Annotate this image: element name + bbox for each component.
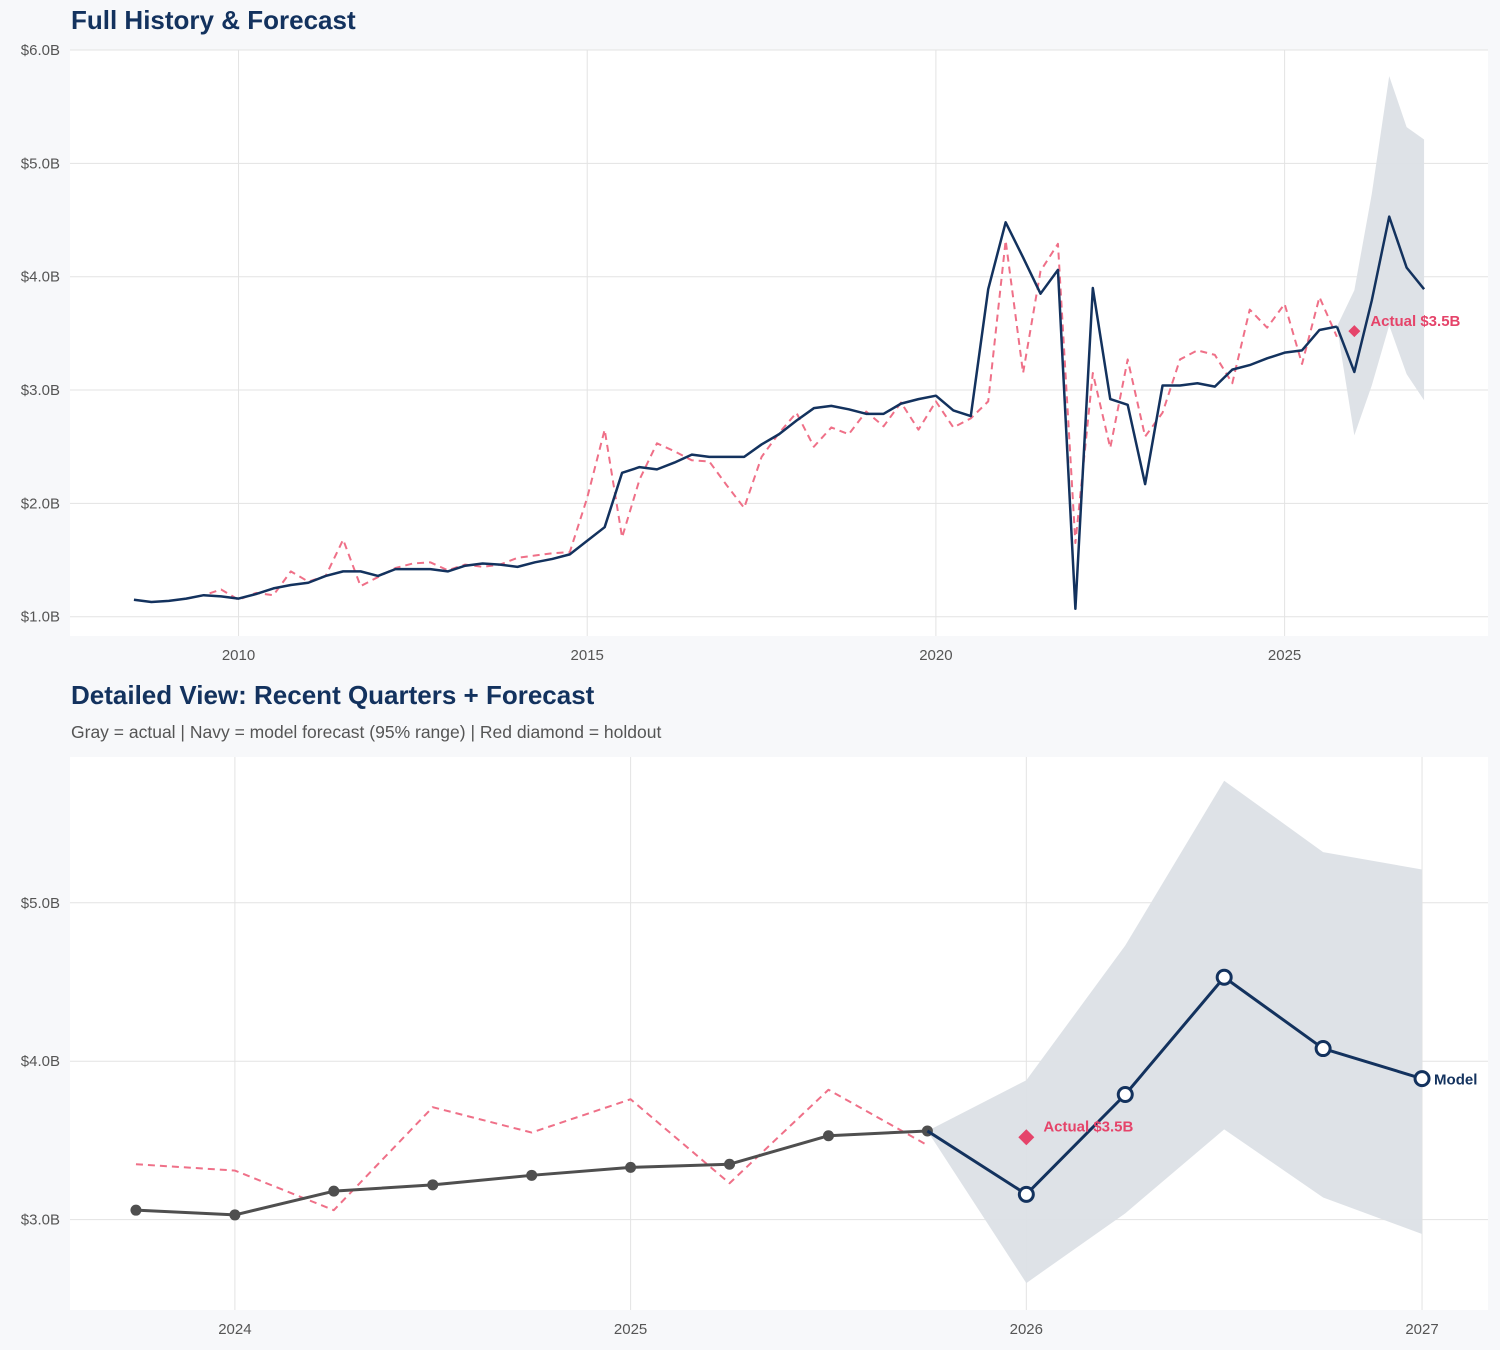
x-tick-label: 2010 (222, 647, 255, 664)
chart-full-history: $1.0B $2.0B $3.0B $4.0B $5.0B $6.0B 2010 2015 20… (21, 42, 1488, 664)
x-tick-label: 2025 (614, 1321, 647, 1338)
holdout-diamond-marker (1348, 325, 1361, 338)
data-point-actual (328, 1185, 340, 1197)
plot-area (70, 50, 1488, 636)
series-line-comparison (135, 1088, 928, 1212)
x-tick-label: 2024 (218, 1321, 251, 1338)
y-tick-label: $4.0B (21, 269, 60, 286)
data-point-actual (427, 1179, 439, 1191)
chart-title-detailed-view: Detailed View: Recent Quarters + Forecas… (71, 680, 595, 710)
data-point-forecast (1413, 1070, 1431, 1088)
data-point-forecast (1017, 1185, 1035, 1203)
x-tick-label: 2027 (1405, 1321, 1438, 1338)
data-point-forecast (1314, 1040, 1332, 1058)
x-tick-label: 2020 (919, 647, 952, 664)
data-point-actual (625, 1161, 637, 1173)
y-tick-label: $5.0B (21, 895, 60, 912)
data-point-forecast (1116, 1086, 1134, 1104)
holdout-diamond-marker (1018, 1129, 1035, 1146)
y-tick-label: $2.0B (21, 495, 60, 512)
y-tick-label: $1.0B (21, 609, 60, 626)
x-tick-label: 2015 (571, 647, 604, 664)
data-point-actual (822, 1130, 834, 1142)
y-tick-label: $6.0B (21, 42, 60, 59)
series-end-label: Model (1434, 1072, 1477, 1089)
holdout-annotation: Actual $3.5B (1043, 1118, 1133, 1135)
chart-title-full-history: Full History & Forecast (71, 5, 356, 35)
chart-subtitle-detailed-view: Gray = actual | Navy = model forecast (9… (71, 722, 662, 742)
data-point-actual (229, 1209, 241, 1221)
x-tick-label: 2025 (1268, 647, 1301, 664)
data-point-actual (526, 1169, 538, 1181)
y-tick-label: $3.0B (21, 382, 60, 399)
data-point-actual (724, 1158, 736, 1170)
forecast-confidence-band (927, 780, 1423, 1284)
y-tick-label: $5.0B (21, 155, 60, 172)
series-line-forecast (1335, 215, 1426, 374)
chart-detailed-view: $3.0B $4.0B $5.0B 2024 2025 2026 2027 Model Actu… (21, 757, 1488, 1338)
series-line-forecast (926, 975, 1423, 1196)
data-point-forecast (1215, 968, 1233, 986)
data-point-actual (130, 1204, 142, 1216)
holdout-annotation: Actual $3.5B (1370, 313, 1460, 330)
y-tick-label: $3.0B (21, 1212, 60, 1229)
x-tick-label: 2026 (1010, 1321, 1043, 1338)
series-line-actual (133, 221, 1338, 611)
y-tick-label: $4.0B (21, 1053, 60, 1070)
